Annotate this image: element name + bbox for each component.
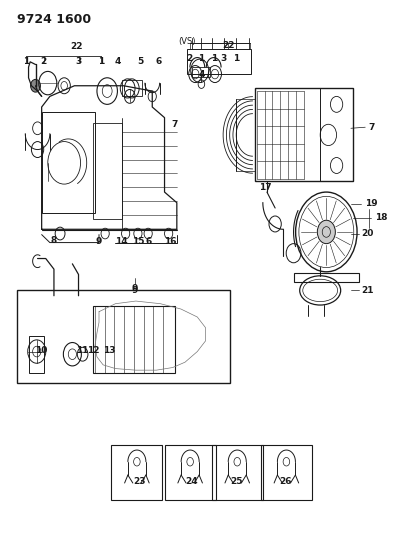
Text: 6: 6 (155, 58, 162, 66)
Text: (VS): (VS) (178, 37, 196, 46)
Text: 22: 22 (70, 43, 83, 52)
Bar (164, 445, 216, 500)
Text: 1: 1 (198, 54, 205, 62)
Bar (29, 336, 44, 373)
Bar (320, 88, 353, 181)
Bar (192, 67, 210, 77)
Text: 1: 1 (98, 58, 104, 66)
Text: 16: 16 (164, 237, 177, 246)
Bar (122, 80, 142, 96)
Text: 12: 12 (87, 346, 99, 355)
Text: 26: 26 (279, 478, 292, 486)
Text: 7: 7 (171, 119, 178, 128)
Text: 8: 8 (51, 237, 57, 246)
Text: 24: 24 (185, 478, 197, 486)
Text: 13: 13 (103, 346, 115, 355)
Circle shape (317, 220, 335, 244)
Bar (42, 112, 95, 213)
Text: 3: 3 (75, 58, 82, 66)
Text: 14: 14 (115, 237, 128, 246)
Text: 9: 9 (132, 286, 138, 295)
Text: 21: 21 (361, 286, 374, 295)
Circle shape (30, 79, 40, 92)
Bar (255, 88, 353, 181)
Text: 2: 2 (186, 54, 192, 62)
Text: 1: 1 (23, 58, 29, 66)
Text: 5: 5 (137, 58, 143, 66)
Text: 7: 7 (368, 123, 374, 132)
Text: 9724 1600: 9724 1600 (17, 13, 91, 26)
Text: 11: 11 (76, 346, 89, 355)
Bar (111, 445, 162, 500)
Bar (93, 123, 122, 219)
Text: 19: 19 (365, 199, 378, 208)
Text: 17: 17 (259, 183, 271, 192)
Bar (212, 445, 263, 500)
Text: 4: 4 (198, 70, 205, 78)
Text: 23: 23 (134, 478, 146, 486)
Text: 9: 9 (132, 284, 138, 293)
Bar (293, 273, 359, 282)
Bar (93, 306, 175, 373)
Bar (17, 290, 230, 383)
Text: 25: 25 (230, 478, 242, 486)
Text: 1: 1 (233, 54, 239, 62)
Text: 20: 20 (361, 229, 374, 238)
Text: 22: 22 (222, 42, 234, 51)
Text: 3: 3 (221, 54, 227, 62)
Text: 10: 10 (35, 346, 48, 355)
Bar (261, 445, 312, 500)
Text: 2: 2 (41, 58, 47, 66)
Text: 4: 4 (114, 58, 120, 66)
Text: 1: 1 (210, 54, 217, 62)
Text: 15: 15 (132, 237, 144, 246)
Bar (187, 49, 251, 74)
Text: 6: 6 (145, 237, 151, 246)
Text: 18: 18 (375, 213, 388, 222)
Text: 9: 9 (96, 237, 102, 246)
